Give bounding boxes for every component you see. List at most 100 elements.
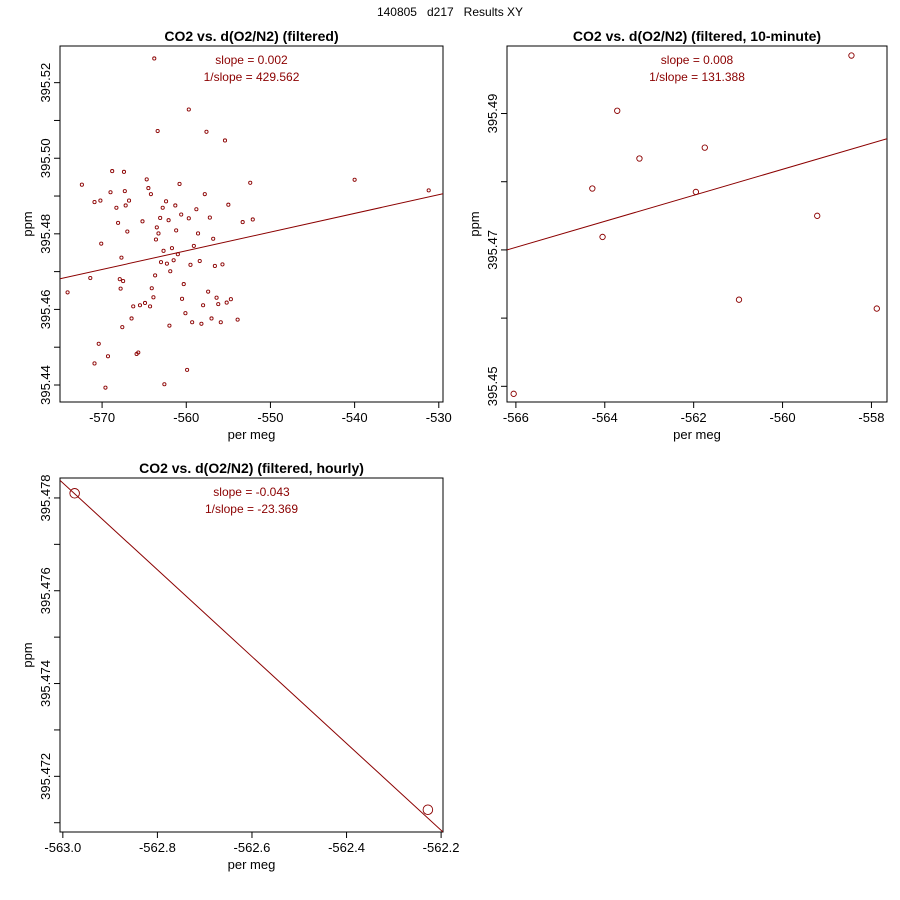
- data-point: [190, 320, 195, 325]
- y-axis-label: ppm: [20, 211, 35, 236]
- data-point: [181, 282, 186, 287]
- data-point: [185, 367, 190, 372]
- data-point: [88, 275, 93, 281]
- y-tick-label: 395.46: [38, 290, 53, 330]
- data-point: [117, 277, 122, 282]
- data-point: [103, 385, 108, 390]
- data-point: [131, 304, 136, 309]
- plot-panel-1: CO2 vs. d(O2/N2) (filtered) -570 -560 -550 -…: [20, 28, 452, 442]
- plot-data-area: [60, 56, 443, 390]
- data-point: [426, 188, 431, 193]
- data-point: [589, 185, 596, 192]
- y-tick-label: 395.476: [38, 567, 53, 614]
- data-point: [175, 252, 180, 257]
- data-point: [220, 262, 225, 267]
- inverse-slope-annotation: 1/slope = 429.562: [204, 70, 300, 84]
- x-tick-label: -562.2: [423, 840, 460, 855]
- data-point: [110, 169, 115, 174]
- data-point: [171, 258, 176, 263]
- y-axis-label: ppm: [467, 211, 482, 236]
- data-point: [126, 198, 132, 203]
- data-point: [125, 229, 130, 234]
- data-point: [701, 144, 708, 151]
- data-point: [121, 169, 127, 174]
- data-point: [201, 303, 206, 308]
- x-tick-label: -564: [592, 410, 618, 425]
- data-point: [105, 354, 111, 359]
- data-point: [122, 189, 127, 194]
- data-point: [152, 56, 157, 61]
- x-tick-label: -563.0: [44, 840, 81, 855]
- data-point: [194, 207, 199, 212]
- data-point: [148, 304, 153, 309]
- data-point: [218, 320, 223, 325]
- y-tick-label: 395.47: [485, 230, 500, 270]
- data-point: [123, 203, 128, 208]
- plot-title: CO2 vs. d(O2/N2) (filtered, 10-minute): [573, 28, 821, 44]
- data-point: [154, 225, 159, 230]
- slope-annotation: slope = -0.043: [213, 485, 290, 499]
- y-tick-label: 395.44: [38, 365, 53, 405]
- data-point: [422, 804, 434, 815]
- plot-title: CO2 vs. d(O2/N2) (filtered, hourly): [139, 460, 364, 476]
- data-point: [155, 128, 160, 134]
- data-point: [92, 361, 97, 366]
- x-tick-label: -570: [89, 410, 115, 425]
- data-point: [177, 181, 182, 186]
- y-tick-label: 395.50: [38, 138, 53, 178]
- data-point: [65, 290, 70, 295]
- data-point: [199, 321, 204, 326]
- data-point: [108, 190, 113, 195]
- x-tick-label: -558: [858, 410, 884, 425]
- x-axis-label: per meg: [228, 427, 276, 442]
- data-point: [197, 258, 202, 264]
- x-tick-label: -562.8: [139, 840, 176, 855]
- data-point: [214, 295, 219, 300]
- data-point: [153, 273, 158, 278]
- data-point: [168, 269, 173, 274]
- data-point: [224, 300, 229, 305]
- x-tick-label: -560: [770, 410, 796, 425]
- plot-data-area: [60, 479, 443, 832]
- data-point: [222, 138, 228, 143]
- data-point: [160, 205, 165, 210]
- x-tick-label: -550: [257, 410, 283, 425]
- data-point: [169, 246, 175, 251]
- x-tick-label: -540: [342, 410, 368, 425]
- data-point: [119, 255, 124, 260]
- y-axis-label: ppm: [20, 642, 35, 667]
- data-point: [114, 205, 119, 210]
- data-point: [92, 200, 97, 205]
- data-point: [873, 305, 880, 312]
- data-point: [164, 199, 169, 204]
- fit-line: [60, 479, 443, 832]
- data-point: [179, 212, 184, 217]
- data-point: [120, 325, 125, 330]
- data-point: [149, 286, 154, 291]
- data-point: [211, 236, 216, 241]
- data-point: [180, 296, 185, 301]
- x-tick-label: -562: [681, 410, 707, 425]
- x-tick-label: -560: [173, 410, 199, 425]
- data-point: [99, 241, 104, 246]
- data-point: [137, 303, 143, 308]
- data-point: [510, 390, 517, 397]
- plot-title: CO2 vs. d(O2/N2) (filtered): [164, 28, 338, 44]
- fit-line: [60, 193, 443, 280]
- data-point: [183, 311, 188, 316]
- plot-panel-3: CO2 vs. d(O2/N2) (filtered, hourly) -563.…: [20, 460, 460, 872]
- y-tick-label: 395.49: [485, 94, 500, 134]
- plot-panel-2: CO2 vs. d(O2/N2) (filtered, 10-minute) -5…: [467, 28, 888, 442]
- data-point: [599, 233, 606, 241]
- y-tick-label: 395.45: [485, 366, 500, 406]
- slope-annotation: slope = 0.002: [215, 53, 288, 67]
- data-point: [735, 296, 743, 303]
- data-point: [136, 350, 141, 355]
- data-point: [167, 323, 172, 328]
- data-point: [188, 262, 193, 267]
- data-point: [202, 192, 207, 197]
- data-point: [142, 300, 148, 306]
- data-point: [216, 302, 221, 307]
- data-point: [636, 155, 643, 162]
